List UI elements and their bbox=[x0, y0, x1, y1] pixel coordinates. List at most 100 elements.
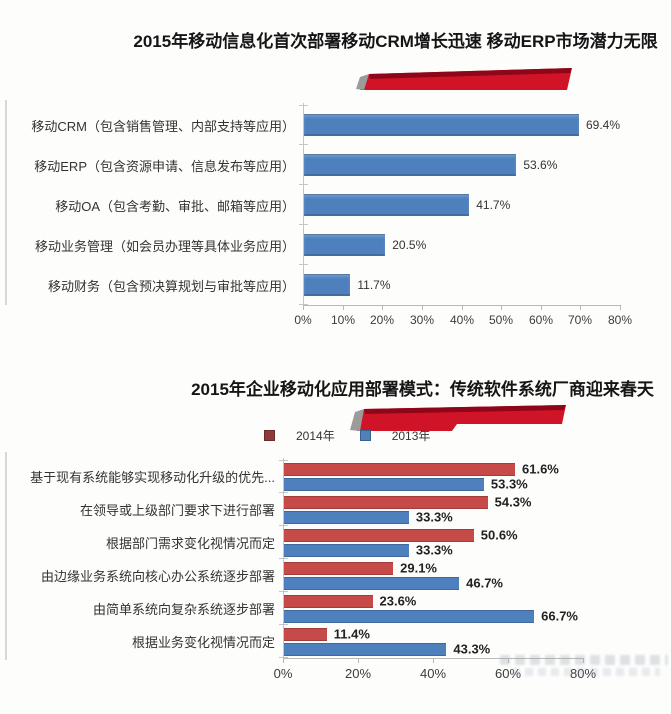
chart1-axis-tick bbox=[620, 305, 621, 310]
chart2-value-label: 61.6% bbox=[522, 461, 559, 477]
chart1-bar bbox=[304, 114, 579, 136]
chart1-category-label: 移动业务管理（如会员办理等具体业务应用） bbox=[34, 238, 295, 254]
chart1-category-label: 移动ERP（包含资源申请、信息发布等应用） bbox=[34, 158, 295, 174]
chart1-axis-tick bbox=[422, 305, 423, 310]
chart2-axis-tick bbox=[583, 658, 584, 663]
chart1-row: 移动财务（包含预决算规划与审批等应用） 11.7% bbox=[8, 265, 620, 305]
chart2-bar-group: 54.3% 33.3% bbox=[283, 494, 583, 525]
chart2-bar-track: 11.4% bbox=[283, 626, 583, 642]
chart2-title: 2015年企业移动化应用部署模式：传统软件系统厂商迎来春天 bbox=[191, 380, 654, 399]
chart2-bar-2014年 bbox=[284, 594, 373, 608]
legend-label: 2014年 bbox=[296, 428, 335, 443]
chart2-value-label: 50.6% bbox=[480, 527, 518, 543]
chart2-category-label: 由边缘业务系统向核心办公系统逐步部署 bbox=[40, 569, 275, 584]
chart2-bar-2014年 bbox=[284, 627, 327, 641]
chart1-plot-area: 移动CRM（包含销售管理、内部支持等应用） 69.4% 移动ERP（包含资源申请、信… bbox=[8, 105, 620, 305]
chart1-axis-tick bbox=[580, 305, 581, 310]
chart1-bar-track: 41.7% bbox=[303, 194, 620, 216]
chart1-axis-tick-label: 70% bbox=[567, 313, 593, 327]
chart2-axis-tick bbox=[433, 658, 434, 663]
chart2-bar-group: 29.1% 46.7% bbox=[283, 560, 583, 591]
chart2-bar-track: 23.6% bbox=[283, 593, 583, 609]
chart2-row: 根据业务变化视情况而定 11.4% 43.3% bbox=[8, 625, 583, 658]
chart2-value-label: 23.6% bbox=[379, 593, 417, 609]
chart2-axis-tick-label: 20% bbox=[344, 666, 372, 681]
legend-item: 2013年 bbox=[359, 427, 431, 444]
chart2-axis-tick bbox=[283, 658, 284, 663]
chart2-category-label: 由简单系统向复杂系统逐步部署 bbox=[92, 602, 275, 617]
chart1-axis-tick-label: 0% bbox=[294, 313, 312, 327]
chart2-bar-track: 61.6% bbox=[283, 461, 583, 477]
chart1-axis-tick-label: 50% bbox=[488, 313, 514, 327]
chart2-x-axis: 0% 20% 40% 60% 80% bbox=[274, 658, 596, 685]
chart2-bar-2014年 bbox=[284, 561, 394, 575]
chart1-bar bbox=[304, 274, 351, 296]
chart1-axis-tick bbox=[303, 305, 304, 310]
chart2-bar-track: 53.3% bbox=[283, 476, 583, 492]
chart1-category-label: 移动CRM（包含销售管理、内部支持等应用） bbox=[31, 118, 295, 134]
red-ribbon-decoration bbox=[356, 68, 572, 90]
chart2-value-label: 33.3% bbox=[415, 509, 453, 525]
chart2-bar-track: 33.3% bbox=[283, 509, 583, 525]
left-edge-artifact-line bbox=[5, 100, 7, 305]
chart2-bar-2013年 bbox=[284, 609, 535, 623]
chart1-value-label: 53.6% bbox=[523, 158, 558, 172]
legend-swatch-icon bbox=[359, 429, 371, 441]
chart1-title: 2015年移动信息化首次部署移动CRM增长迅速 移动ERP市场潜力无限 bbox=[133, 32, 658, 51]
chart2-axis-tick bbox=[358, 658, 359, 663]
chart2-axis-tick-label: 80% bbox=[569, 666, 597, 681]
chart1-value-label: 20.5% bbox=[392, 238, 427, 252]
chart2-bar-group: 61.6% 53.3% bbox=[283, 461, 583, 492]
chart1-axis-tick-label: 30% bbox=[409, 313, 435, 327]
chart2-value-label: 53.3% bbox=[490, 476, 528, 492]
chart2-row: 在领导或上级部门要求下进行部署 54.3% 33.3% bbox=[8, 493, 583, 526]
chart1-axis-tick-label: 40% bbox=[449, 313, 475, 327]
chart1-bar bbox=[304, 194, 470, 216]
chart1-value-label: 69.4% bbox=[585, 118, 621, 132]
chart2-row: 根据部门需求变化视情况而定 50.6% 33.3% bbox=[8, 526, 583, 559]
chart1-axis-tick bbox=[501, 305, 502, 310]
chart1-x-axis: 0% 10% 20% 30% 40% 50% 60% 70% 80% bbox=[294, 305, 632, 332]
chart2-bar-2014年 bbox=[284, 462, 515, 476]
chart1-category-axis-line bbox=[303, 103, 304, 306]
chart1-row: 移动OA（包含考勤、审批、邮箱等应用） 41.7% bbox=[8, 185, 620, 225]
chart1-bar-track: 53.6% bbox=[303, 154, 620, 176]
chart1-axis-tick bbox=[343, 305, 344, 310]
chart2-bar-2014年 bbox=[284, 495, 488, 509]
chart2-bar-2013年 bbox=[284, 642, 447, 656]
legend-label: 2013年 bbox=[391, 428, 431, 443]
chart2-row: 由简单系统向复杂系统逐步部署 23.6% 66.7% bbox=[8, 592, 583, 625]
chart2-axis-tick bbox=[508, 658, 509, 663]
chart2-bar-2013年 bbox=[284, 576, 460, 590]
chart2-value-label: 43.3% bbox=[453, 641, 491, 657]
legend-item: 2014年 bbox=[264, 427, 335, 444]
chart2-value-label: 11.4% bbox=[333, 626, 370, 642]
red-ribbon-decoration bbox=[350, 405, 566, 431]
chart2-bar-2013年 bbox=[284, 543, 409, 557]
chart2-bar-track: 50.6% bbox=[283, 527, 583, 543]
chart1-axis-tick-label: 20% bbox=[369, 313, 395, 327]
chart2-value-label: 29.1% bbox=[400, 560, 437, 576]
chart2-value-label: 46.7% bbox=[466, 575, 503, 591]
chart2-axis-tick-label: 60% bbox=[494, 666, 522, 681]
chart1-row: 移动业务管理（如会员办理等具体业务应用） 20.5% bbox=[8, 225, 620, 265]
chart2-category-axis-line bbox=[283, 458, 284, 659]
chart2-value-label: 54.3% bbox=[494, 494, 532, 510]
chart2-category-label: 根据部门需求变化视情况而定 bbox=[105, 536, 275, 551]
chart2-value-label: 33.3% bbox=[415, 542, 453, 558]
chart2-value-label: 66.7% bbox=[541, 608, 578, 624]
chart2-bar-group: 23.6% 66.7% bbox=[283, 593, 583, 624]
chart2-category-label: 根据业务变化视情况而定 bbox=[131, 635, 275, 650]
chart2-row: 由边缘业务系统向核心办公系统逐步部署 29.1% 46.7% bbox=[8, 559, 583, 592]
chart1-bar-track: 11.7% bbox=[303, 274, 620, 296]
chart1-value-label: 41.7% bbox=[476, 198, 511, 212]
chart1-axis-tick bbox=[541, 305, 542, 310]
chart1-axis-tick-label: 60% bbox=[528, 313, 554, 327]
chart2-bar-2013年 bbox=[284, 477, 484, 491]
chart2-bar-track: 54.3% bbox=[283, 494, 583, 510]
chart2-category-label: 基于现有系统能够实现移动化升级的优先... bbox=[30, 470, 275, 485]
chart2-bar-track: 66.7% bbox=[283, 608, 583, 624]
chart2-legend: 2014年 2013年 bbox=[264, 427, 430, 443]
